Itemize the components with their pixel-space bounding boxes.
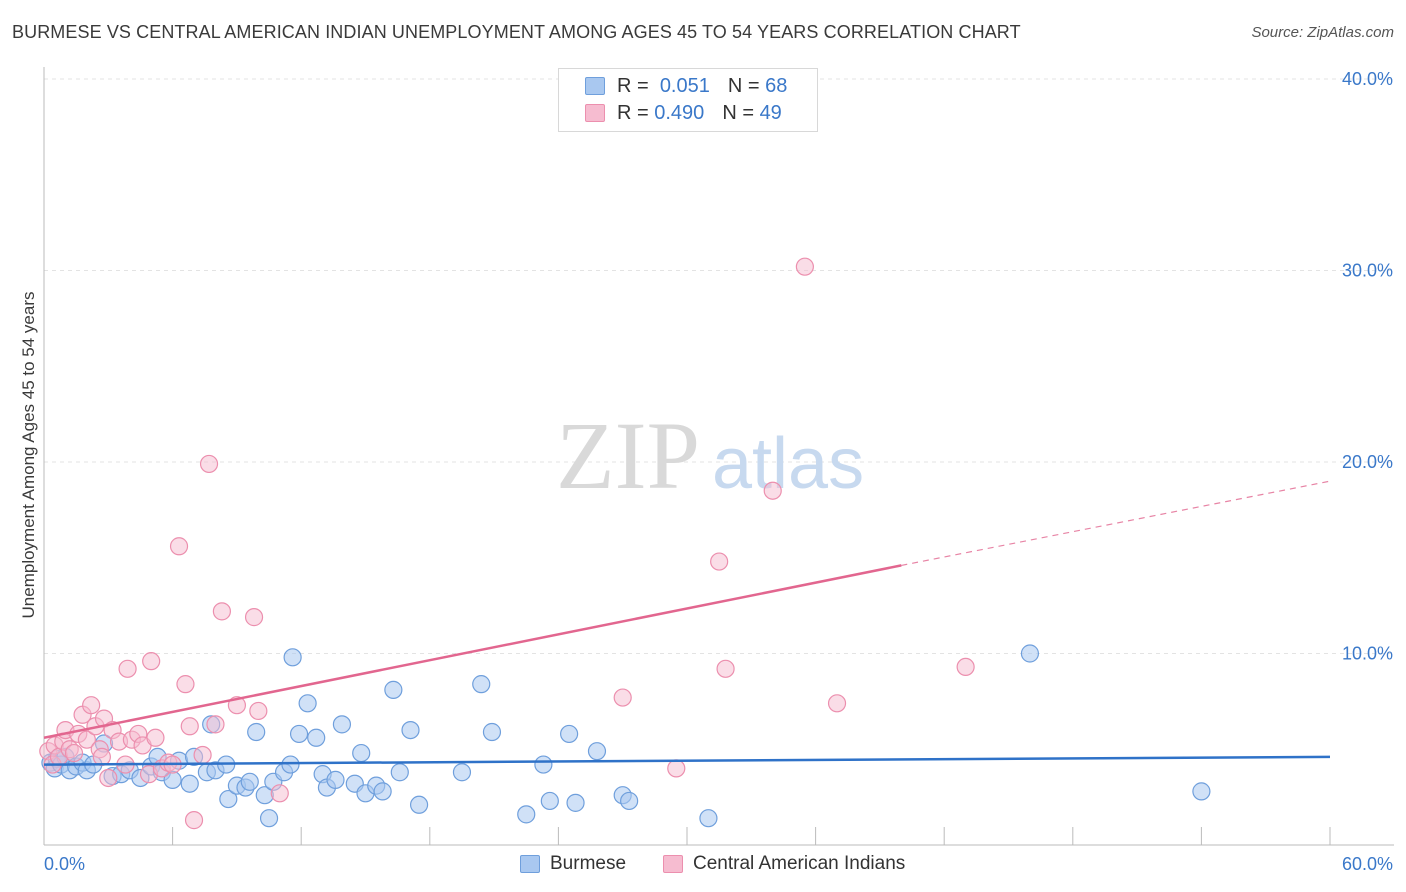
axes — [43, 67, 1394, 846]
cai-point — [827, 694, 847, 713]
y-tick-label: 40.0% — [1342, 69, 1393, 89]
bottom-legend-burmese: Burmese — [520, 852, 626, 876]
n-value-burmese: 68 — [765, 74, 788, 97]
burmese-point — [452, 763, 472, 782]
burmese-point — [566, 793, 585, 812]
burmese-point — [307, 728, 326, 747]
burmese-swatch — [585, 77, 605, 95]
cai-point — [64, 743, 84, 763]
burmese-point — [517, 805, 536, 824]
burmese-legend-label: Burmese — [550, 853, 627, 874]
y-tick-label: 10.0% — [1342, 644, 1393, 664]
burmese-point — [373, 782, 392, 801]
cai-swatch — [585, 104, 605, 122]
burmese-point — [534, 755, 553, 774]
cai-point — [184, 811, 204, 830]
burmese-point — [180, 774, 199, 793]
r-value-burmese: 0.051 — [659, 74, 710, 97]
burmese-point — [1192, 782, 1211, 801]
data-points — [39, 257, 1211, 830]
r-label: R = — [617, 74, 649, 97]
n-value-cai: 49 — [759, 101, 782, 124]
cai-point — [667, 759, 686, 778]
burmese-point — [401, 720, 420, 740]
x-tick-label-max: 60.0% — [1342, 854, 1393, 874]
cai-legend-label: Central American Indians — [693, 853, 906, 874]
watermark: ZIP atlas — [556, 402, 864, 509]
burmese-point — [587, 742, 607, 761]
cai-point — [249, 701, 268, 721]
burmese-point — [472, 675, 491, 694]
burmese-point — [352, 743, 371, 763]
cai-point — [118, 659, 137, 678]
n-label: N = — [722, 101, 754, 124]
burmese-point — [482, 722, 502, 742]
cai-point — [77, 730, 96, 749]
cai-point — [99, 768, 118, 788]
cai-point — [795, 257, 814, 276]
burmese-point — [409, 795, 429, 814]
r-label: R = — [617, 101, 649, 124]
burmese-point — [540, 791, 559, 811]
cai-trend-extension — [901, 480, 1331, 566]
burmese-point — [560, 724, 579, 744]
burmese-point — [240, 772, 259, 791]
bottom-legend-cai: Central American Indians — [663, 852, 905, 876]
cai-legend-swatch — [663, 855, 683, 873]
cai-point — [142, 652, 161, 671]
burmese-trend-line — [43, 755, 1331, 766]
burmese-legend-swatch — [520, 855, 540, 873]
burmese-point — [390, 763, 409, 782]
cai-point — [613, 688, 632, 707]
cai-point — [82, 696, 101, 715]
cai-trend-line — [43, 564, 902, 739]
cai-point — [169, 537, 189, 556]
burmese-point — [699, 809, 718, 828]
cai-point — [206, 715, 225, 734]
cai-point — [710, 552, 729, 571]
cai-point — [180, 717, 199, 736]
burmese-point — [332, 715, 352, 734]
watermark-atlas: atlas — [712, 424, 864, 504]
r-value-cai: 0.490 — [654, 101, 705, 124]
legend-row-cai: R = 0.490 N = 49 — [585, 100, 782, 126]
cai-point — [716, 659, 735, 678]
burmese-point — [298, 694, 317, 713]
source-credit: Source: ZipAtlas.com — [1251, 24, 1394, 41]
burmese-point — [283, 648, 302, 667]
burmese-point — [1020, 644, 1040, 663]
tick-labels: 10.0% 20.0% 30.0% 40.0% 0.0% 60.0% — [44, 69, 1393, 874]
burmese-point — [326, 770, 345, 789]
cai-point — [146, 728, 165, 747]
watermark-zip: ZIP — [556, 402, 700, 509]
y-tick-label: 20.0% — [1342, 452, 1393, 472]
stats-legend: R = 0.051 N = 68 R = 0.490 N = 49 — [558, 68, 818, 132]
burmese-point — [259, 809, 279, 828]
x-tick-label-min: 0.0% — [44, 854, 85, 874]
cai-point — [270, 784, 289, 803]
cai-point — [212, 602, 231, 621]
y-tick-label: 30.0% — [1342, 261, 1393, 281]
legend-row-burmese: R = 0.051 N = 68 — [585, 73, 787, 99]
cai-point — [193, 745, 212, 765]
cai-point — [199, 454, 219, 474]
burmese-point — [384, 680, 403, 699]
y-axis-label: Unemployment Among Ages 45 to 54 years — [19, 292, 38, 619]
burmese-point — [281, 755, 300, 774]
cai-point — [956, 657, 975, 677]
burmese-point — [247, 722, 266, 742]
n-label: N = — [727, 74, 760, 97]
chart-title: BURMESE VS CENTRAL AMERICAN INDIAN UNEMP… — [12, 22, 1021, 42]
burmese-point — [620, 791, 639, 811]
cai-point — [92, 747, 111, 767]
trend-lines — [43, 480, 1331, 766]
burmese-point — [289, 724, 309, 744]
burmese-point — [219, 789, 238, 809]
cai-point — [244, 608, 264, 627]
cai-point — [176, 675, 195, 694]
cai-point — [763, 481, 782, 500]
